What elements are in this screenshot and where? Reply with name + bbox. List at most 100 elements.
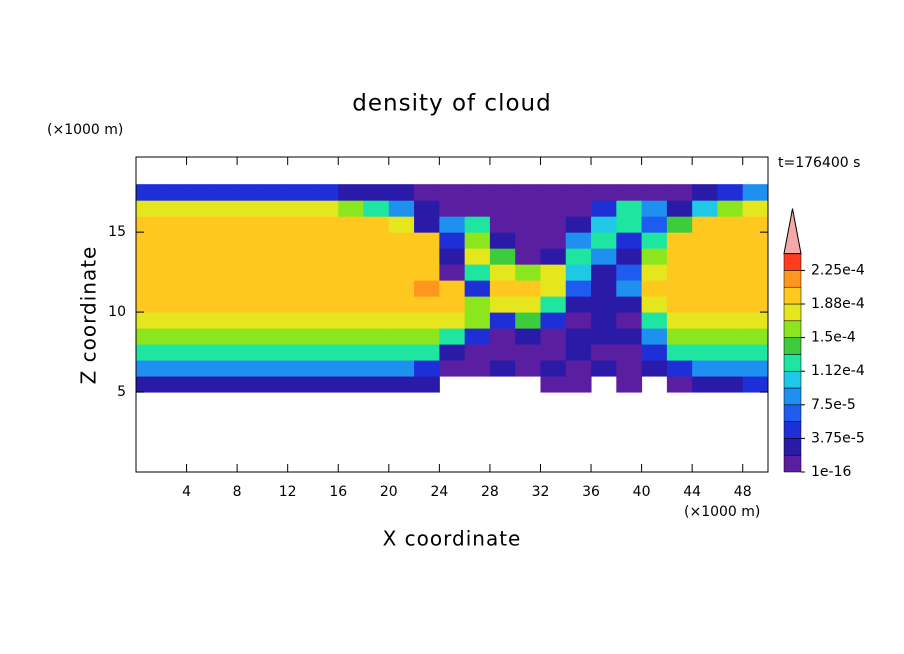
contour-cell <box>211 344 238 361</box>
x-unit: (×1000 m) <box>684 504 760 520</box>
contour-cell <box>312 200 339 217</box>
contour-cell <box>161 200 188 217</box>
y-unit: (×1000 m) <box>47 122 123 138</box>
contour-cell <box>565 328 592 345</box>
contour-cell <box>363 344 390 361</box>
contour-cell <box>211 184 238 201</box>
contour-cell <box>742 248 769 265</box>
contour-cell <box>565 264 592 281</box>
y-axis-label: Z coordinate <box>77 246 101 385</box>
contour-cell <box>338 248 365 265</box>
contour-cell <box>540 344 567 361</box>
contour-cell <box>515 296 541 313</box>
contour-cell <box>388 344 415 361</box>
contour-cell <box>338 264 365 281</box>
contour-cell <box>515 184 541 201</box>
contour-cell <box>641 328 668 345</box>
contour-cell <box>388 360 415 377</box>
contour-cell <box>161 360 188 377</box>
contour-cell <box>388 312 415 329</box>
contour-cell <box>363 264 390 281</box>
contour-cell <box>338 360 365 377</box>
contour-cell <box>489 184 516 201</box>
contour-cell <box>287 280 314 297</box>
contour-cell <box>489 280 516 297</box>
contour-cell <box>287 184 314 201</box>
contour-cell <box>666 264 693 281</box>
contour-cell <box>666 248 693 265</box>
contour-cell <box>439 328 466 345</box>
contour-cell <box>338 216 365 233</box>
contour-cell <box>136 296 162 313</box>
contour-cell <box>363 312 390 329</box>
contour-cell <box>464 232 491 249</box>
colorbar-tick-label: 1.88e-4 <box>811 296 865 312</box>
contour-cell <box>287 216 314 233</box>
contour-cell <box>641 200 668 217</box>
contour-cell <box>136 344 162 361</box>
contour-cell <box>515 280 541 297</box>
contour-cell <box>565 344 592 361</box>
contour-cell <box>186 376 213 393</box>
contour-cell <box>641 280 668 297</box>
contour-cell <box>591 184 617 201</box>
colorbar-band <box>783 320 802 338</box>
contour-cell <box>464 184 491 201</box>
contour-cell <box>565 360 592 377</box>
contour-cell <box>742 264 769 281</box>
contour-cell <box>439 232 466 249</box>
contour-cell <box>363 328 390 345</box>
contour-cell <box>414 280 440 297</box>
contour-cell <box>692 296 718 313</box>
contour-cell <box>565 280 592 297</box>
contour-cell <box>186 200 213 217</box>
contour-cell <box>616 200 643 217</box>
contour-cell <box>464 328 491 345</box>
contour-cell <box>692 280 718 297</box>
contour-cell <box>641 264 668 281</box>
contour-cell <box>186 232 213 249</box>
contour-cell <box>591 280 617 297</box>
contour-cell <box>287 376 314 393</box>
contour-cell <box>540 264 567 281</box>
contour-cell <box>591 264 617 281</box>
contour-cell <box>186 344 213 361</box>
contour-cell <box>692 248 718 265</box>
x-tick-label: 36 <box>582 484 600 500</box>
contour-cell <box>414 216 440 233</box>
x-tick-label: 4 <box>182 484 191 500</box>
contour-cell <box>717 232 744 249</box>
colorbar-tick-label: 1e-16 <box>811 464 851 480</box>
contour-cell <box>136 216 162 233</box>
contour-cell <box>742 184 769 201</box>
contour-cell <box>616 360 643 377</box>
contour-cell <box>565 376 592 393</box>
contour-cell <box>287 296 314 313</box>
contour-cell <box>211 312 238 329</box>
contour-cell <box>338 184 365 201</box>
contour-cell <box>616 296 643 313</box>
colorbar-tick-label: 3.75e-5 <box>811 430 865 446</box>
contour-cell <box>439 296 466 313</box>
contour-cell <box>363 296 390 313</box>
contour-cell <box>717 376 744 393</box>
contour-cell <box>666 232 693 249</box>
colorbar-band <box>783 337 802 355</box>
contour-cell <box>262 296 289 313</box>
contour-cell <box>388 184 415 201</box>
colorbar-band <box>783 454 802 473</box>
contour-cell <box>363 216 390 233</box>
contour-cell <box>439 280 466 297</box>
contour-cell <box>161 312 188 329</box>
contour-cell <box>211 296 238 313</box>
contour-cell <box>388 248 415 265</box>
contour-cell <box>262 232 289 249</box>
contour-cell <box>136 360 162 377</box>
x-tick-label: 48 <box>734 484 752 500</box>
contour-cell <box>237 296 263 313</box>
contour-cell <box>211 360 238 377</box>
contour-cell <box>388 216 415 233</box>
contour-cell <box>186 280 213 297</box>
colorbar-band <box>783 286 802 305</box>
contour-cell <box>616 280 643 297</box>
